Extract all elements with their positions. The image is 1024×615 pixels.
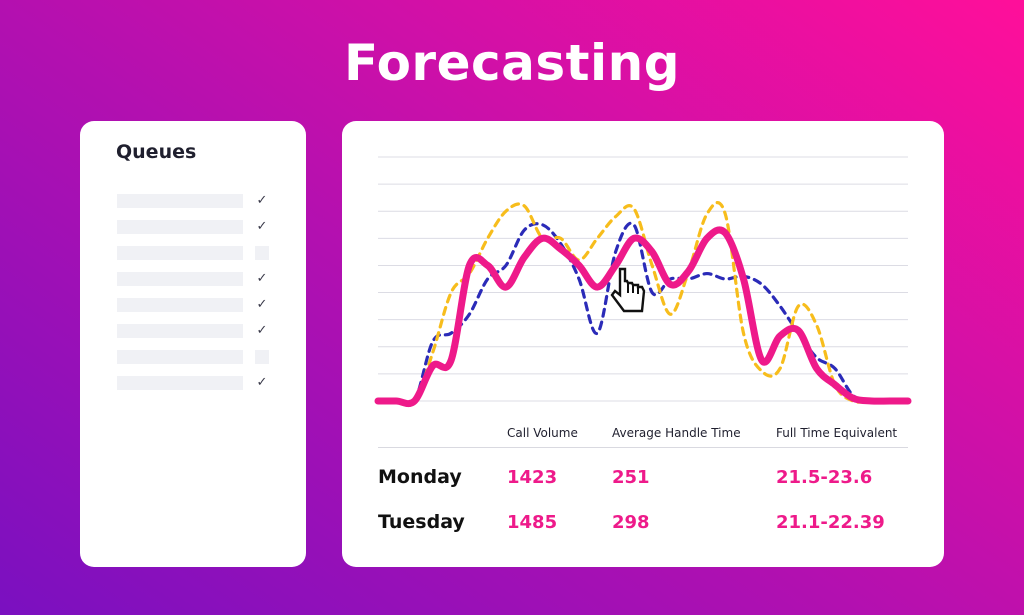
column-header-call-volume: Call Volume [507,426,578,440]
row-day-label: Monday [378,466,462,488]
queue-item[interactable]: ✓ [117,321,277,347]
checkmark-icon[interactable]: ✓ [256,271,268,286]
unchecked-box[interactable] [255,350,269,364]
queue-label-placeholder [117,376,243,390]
page-title: Forecasting [343,34,681,92]
unchecked-box[interactable] [255,246,269,260]
queues-title: Queues [116,141,197,163]
checkmark-icon[interactable]: ✓ [256,375,268,390]
checkmark-icon[interactable]: ✓ [256,323,268,338]
queue-item[interactable] [117,243,277,269]
queue-label-placeholder [117,298,243,312]
forecast-chart [374,156,912,408]
aht-value: 298 [612,512,650,533]
queue-list: ✓ ✓ ✓ ✓ ✓ ✓ [117,191,277,399]
hand-pointer-icon [610,267,646,313]
queue-item[interactable]: ✓ [117,217,277,243]
queue-item[interactable]: ✓ [117,373,277,399]
queue-label-placeholder [117,272,243,286]
table-divider [378,447,908,448]
series-line-pink-solid [374,226,912,408]
queue-item[interactable]: ✓ [117,191,277,217]
queue-label-placeholder [117,324,243,338]
fte-value: 21.1-22.39 [776,512,885,533]
queue-label-placeholder [117,220,243,234]
queue-label-placeholder [117,350,243,364]
queue-item[interactable]: ✓ [117,269,277,295]
queue-item[interactable]: ✓ [117,295,277,321]
queue-item[interactable] [117,347,277,373]
column-header-average-handle-time: Average Handle Time [612,426,741,440]
fte-value: 21.5-23.6 [776,467,873,488]
queue-label-placeholder [117,246,243,260]
queues-panel: Queues ✓ ✓ ✓ ✓ ✓ ✓ [80,121,306,567]
call-volume-value: 1485 [507,512,558,533]
row-day-label: Tuesday [378,511,465,533]
call-volume-value: 1423 [507,467,558,488]
series-line-gold-dashed [376,201,910,407]
column-header-full-time-equivalent: Full Time Equivalent [776,426,898,440]
checkmark-icon[interactable]: ✓ [256,193,268,208]
checkmark-icon[interactable]: ✓ [256,219,268,234]
forecast-panel: Call Volume Average Handle Time Full Tim… [342,121,944,567]
queue-label-placeholder [117,194,243,208]
aht-value: 251 [612,467,650,488]
chart-lines [374,201,912,408]
checkmark-icon[interactable]: ✓ [256,297,268,312]
